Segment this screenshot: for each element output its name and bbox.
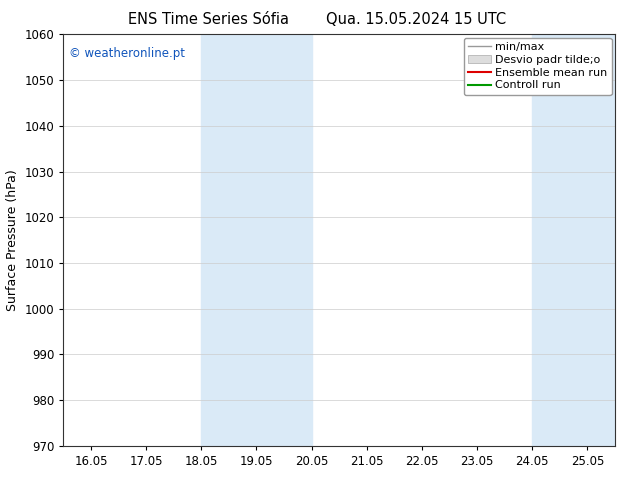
Bar xyxy=(533,34,615,446)
Text: ENS Time Series Sófia        Qua. 15.05.2024 15 UTC: ENS Time Series Sófia Qua. 15.05.2024 15… xyxy=(128,12,506,27)
Y-axis label: Surface Pressure (hPa): Surface Pressure (hPa) xyxy=(6,169,19,311)
Legend: min/max, Desvio padr tilde;o, Ensemble mean run, Controll run: min/max, Desvio padr tilde;o, Ensemble m… xyxy=(464,38,612,95)
Bar xyxy=(202,34,312,446)
Text: © weatheronline.pt: © weatheronline.pt xyxy=(69,47,185,60)
